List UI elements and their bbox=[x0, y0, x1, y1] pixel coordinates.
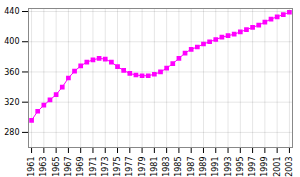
svg-text:1991: 1991 bbox=[211, 157, 220, 177]
svg-text:1999: 1999 bbox=[260, 157, 269, 177]
svg-text:1975: 1975 bbox=[113, 157, 122, 177]
svg-text:360: 360 bbox=[4, 68, 19, 77]
svg-text:280: 280 bbox=[4, 128, 19, 137]
svg-text:440: 440 bbox=[4, 7, 19, 16]
svg-text:1963: 1963 bbox=[39, 157, 48, 177]
svg-text:2003: 2003 bbox=[285, 157, 294, 177]
svg-text:1985: 1985 bbox=[174, 157, 183, 177]
svg-text:1989: 1989 bbox=[199, 157, 208, 177]
svg-text:1997: 1997 bbox=[248, 157, 257, 177]
svg-text:1977: 1977 bbox=[125, 157, 134, 177]
svg-text:1973: 1973 bbox=[101, 157, 110, 177]
svg-text:1961: 1961 bbox=[27, 157, 36, 177]
svg-text:1969: 1969 bbox=[76, 157, 85, 177]
svg-text:2001: 2001 bbox=[273, 157, 282, 177]
svg-text:1965: 1965 bbox=[52, 157, 61, 177]
svg-text:1979: 1979 bbox=[138, 157, 147, 177]
svg-text:1993: 1993 bbox=[224, 157, 233, 177]
svg-text:1983: 1983 bbox=[162, 157, 171, 177]
svg-text:1987: 1987 bbox=[187, 157, 196, 177]
svg-text:320: 320 bbox=[4, 98, 19, 107]
svg-text:1995: 1995 bbox=[236, 157, 245, 177]
svg-text:1971: 1971 bbox=[89, 157, 98, 177]
svg-text:1967: 1967 bbox=[64, 157, 73, 177]
svg-text:400: 400 bbox=[4, 37, 19, 46]
svg-text:1981: 1981 bbox=[150, 157, 159, 177]
